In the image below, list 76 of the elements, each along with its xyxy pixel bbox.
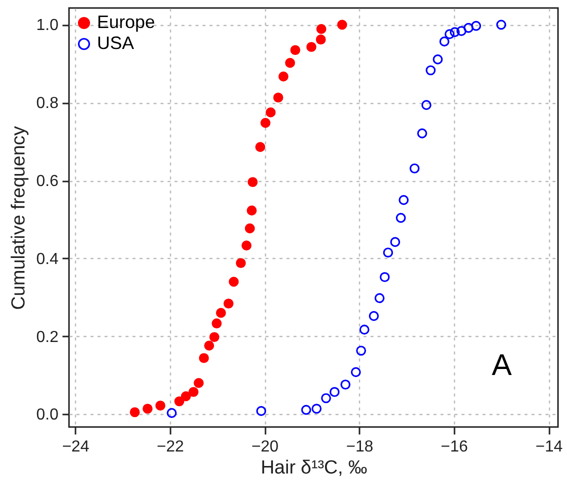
- point: [266, 107, 276, 118]
- point: [130, 407, 140, 418]
- legend-label: USA: [97, 33, 134, 53]
- point: [198, 353, 209, 364]
- point: [398, 195, 409, 205]
- point: [166, 408, 177, 418]
- point: [380, 272, 390, 282]
- point: [228, 276, 239, 287]
- point: [356, 346, 366, 356]
- point: [374, 293, 385, 304]
- point: [350, 367, 361, 378]
- point: [236, 258, 246, 268]
- x-tick-label: −20: [251, 438, 279, 456]
- point: [316, 24, 326, 34]
- point: [174, 396, 184, 406]
- x-tick-label: −14: [535, 438, 563, 456]
- point: [142, 404, 153, 414]
- point: [155, 400, 166, 411]
- point: [383, 248, 394, 258]
- point: [421, 100, 432, 110]
- point: [290, 45, 300, 56]
- x-tick-label: −22: [156, 438, 184, 456]
- point: [255, 142, 266, 152]
- y-axis-title: Cumulative frequency: [8, 126, 30, 310]
- x-axis-title: Hair δ¹³C, ‰: [260, 458, 368, 478]
- point: [301, 404, 312, 415]
- point: [340, 380, 350, 390]
- point: [216, 308, 226, 318]
- point: [464, 22, 474, 33]
- y-tick-label: 0.8: [36, 95, 59, 112]
- point: [244, 223, 255, 234]
- y-tick-label: 0.0: [36, 406, 59, 424]
- point: [471, 20, 482, 31]
- y-tick-label: 1.0: [36, 17, 59, 34]
- point: [410, 163, 420, 174]
- point: [285, 58, 296, 68]
- point: [444, 29, 455, 40]
- point: [246, 206, 257, 216]
- point: [204, 340, 214, 351]
- point: [321, 393, 332, 404]
- y-tick-label: 0.2: [36, 328, 59, 346]
- point: [224, 298, 234, 309]
- y-tick-label: 0.4: [36, 250, 59, 268]
- point: [426, 65, 436, 76]
- point: [212, 318, 222, 328]
- annotation: A: [492, 349, 512, 382]
- point: [188, 386, 198, 397]
- x-tick-label: −16: [440, 438, 468, 456]
- point: [359, 324, 370, 335]
- point: [209, 332, 220, 342]
- y-tick-label: 0.6: [36, 173, 59, 190]
- point: [248, 177, 258, 188]
- point: [396, 212, 406, 223]
- x-tick-label: −18: [346, 438, 374, 456]
- point: [242, 240, 252, 251]
- point: [439, 36, 450, 46]
- point: [450, 27, 460, 38]
- point: [194, 378, 204, 388]
- point: [337, 20, 348, 30]
- point: [273, 92, 284, 103]
- point: [417, 128, 428, 138]
- point: [278, 72, 288, 82]
- point: [432, 54, 443, 64]
- point: [306, 42, 316, 52]
- point: [368, 311, 379, 321]
- point: [312, 404, 322, 414]
- point: [456, 26, 466, 36]
- point: [260, 118, 270, 128]
- x-tick-label: −24: [62, 438, 90, 456]
- point: [180, 391, 191, 402]
- point: [330, 386, 340, 397]
- point: [316, 34, 326, 45]
- legend-label: Europe: [97, 12, 156, 32]
- point: [256, 406, 266, 416]
- point: [390, 237, 400, 248]
- point: [496, 20, 506, 30]
